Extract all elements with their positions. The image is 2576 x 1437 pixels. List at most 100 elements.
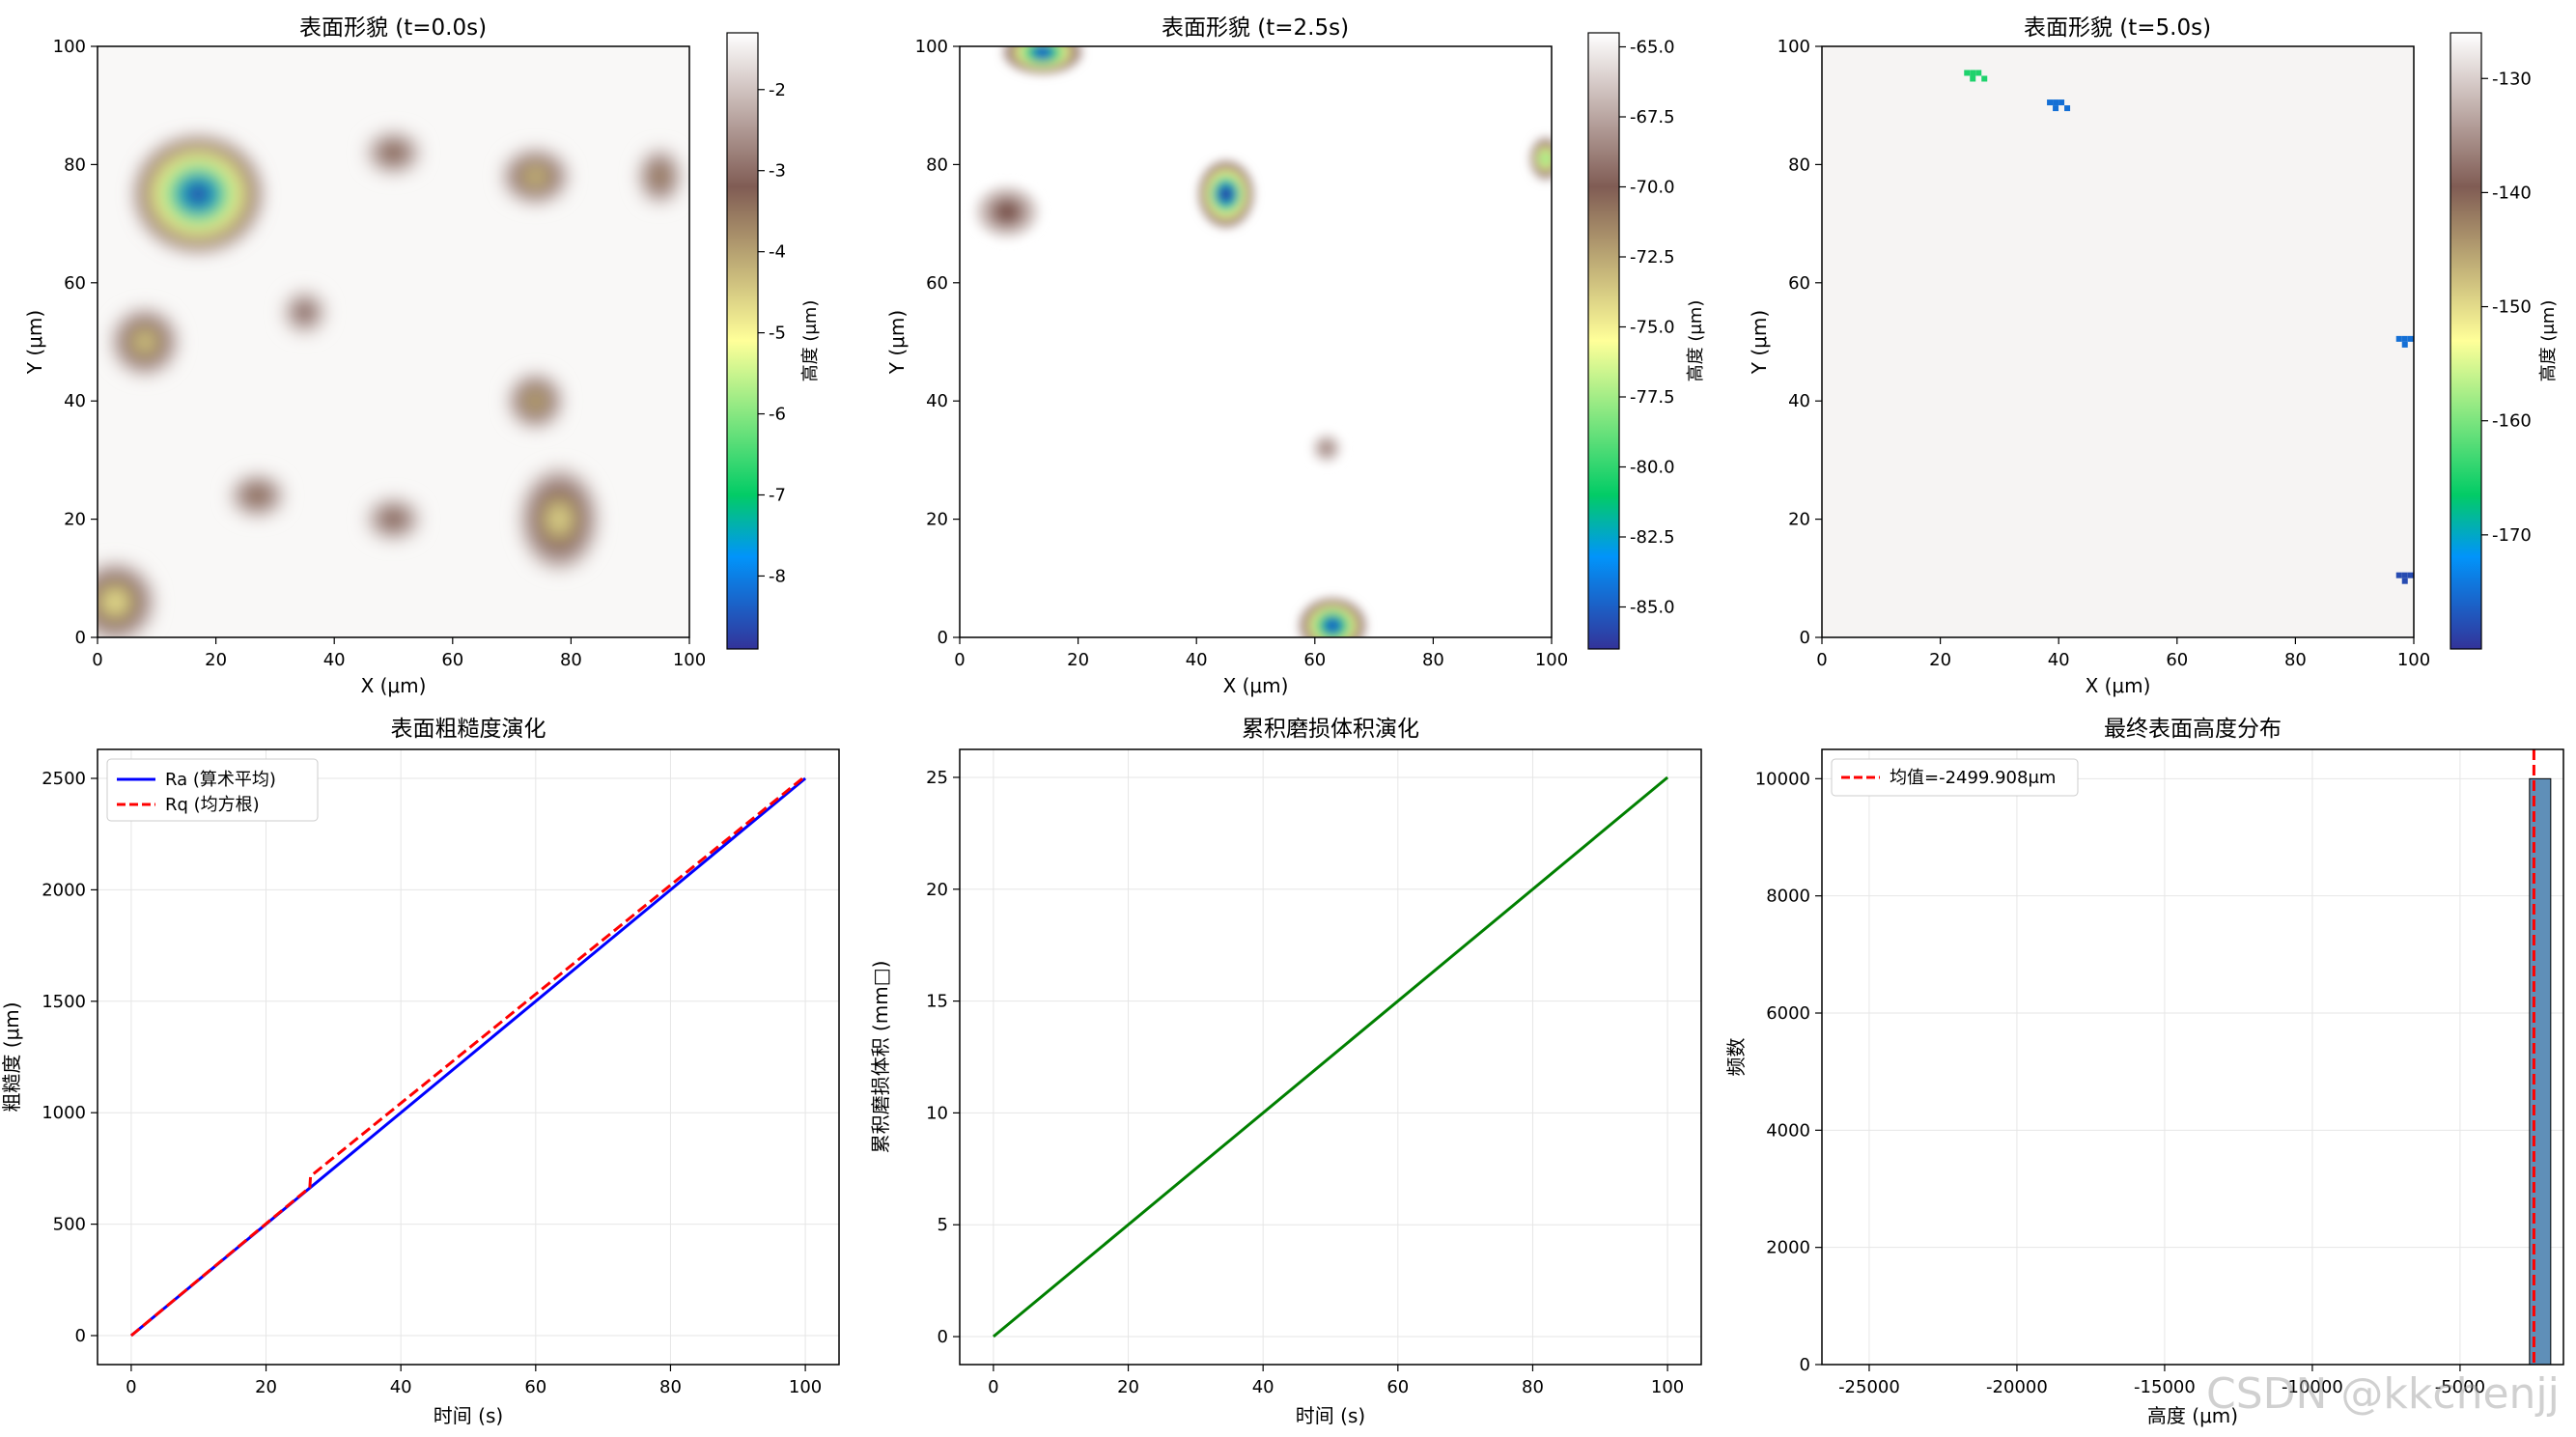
colorbar-gradient <box>2450 33 2481 649</box>
y-tick-label: 80 <box>926 155 948 175</box>
x-axis-label: X (μm) <box>1223 674 1289 697</box>
x-tick-label: 0 <box>92 650 102 670</box>
heatmap-feature-4 <box>519 467 599 571</box>
x-tick-label: 60 <box>1386 1377 1409 1397</box>
heatmap-feature-7 <box>365 130 422 175</box>
y-tick-label: 100 <box>53 37 86 57</box>
x-tick-label: 80 <box>560 650 582 670</box>
colorbar-frame <box>726 32 759 650</box>
colorbar: -130 -140 -150 -160 -170 高度 (μm) <box>2450 32 2559 650</box>
colorbar-frame <box>1587 32 1620 650</box>
heatmap-feature-6 <box>508 373 564 429</box>
x-tick-label: 100 <box>789 1377 822 1397</box>
colorbar: -2 -3 -4 -5 -6 -7 -8 高度 (μm) <box>726 32 821 650</box>
y-tick-label: 40 <box>1788 391 1810 411</box>
heatmap-panel-2: 0 20 40 60 80 100 0 20 40 60 80 100 表面形貌 (t=2.5s) X (… <box>885 15 1706 697</box>
series-line-2 <box>129 775 807 1338</box>
y-tick-label: 100 <box>1778 37 1810 57</box>
heatmap-feature-9 <box>365 497 422 541</box>
colorbar-tick-label: -80.0 <box>1630 458 1675 478</box>
heatmap-feature-pixel <box>2047 99 2054 106</box>
x-tick-label: 100 <box>1535 650 1568 670</box>
heatmap-image-3 <box>1822 46 2414 637</box>
colorbar-tick-label: -8 <box>769 566 786 586</box>
x-tick-label: 40 <box>2048 650 2070 670</box>
heatmap-background <box>1822 46 2414 637</box>
x-tick-label: 0 <box>954 650 965 670</box>
y-tick-label: 8000 <box>1766 887 1810 907</box>
heatmap-frame <box>1821 45 2415 638</box>
heatmap-image-2 <box>960 46 1552 637</box>
heatmap-feature-4 <box>1529 136 1552 181</box>
x-tick-label: 20 <box>1929 650 1951 670</box>
colorbar-tick-label: -6 <box>769 405 786 425</box>
x-tick-label: 60 <box>1303 650 1326 670</box>
y-tick-label: 80 <box>64 155 86 175</box>
y-tick-label: 0 <box>938 1327 948 1347</box>
legend-box <box>106 758 319 822</box>
x-axis-label: X (μm) <box>361 674 427 697</box>
colorbar-tick-label: -72.5 <box>1630 247 1675 268</box>
x-tick-label: 0 <box>1816 650 1827 670</box>
x-tick-label: -15000 <box>2134 1377 2196 1397</box>
colorbar-label: 高度 (μm) <box>2538 300 2559 382</box>
x-tick-label: 100 <box>673 650 706 670</box>
y-axis-label: Y (μm) <box>885 310 909 375</box>
x-tick-label: 20 <box>1117 1377 1139 1397</box>
x-tick-label: -25000 <box>1838 1377 1900 1397</box>
panel-title: 累积磨损体积演化 <box>1242 717 1419 742</box>
colorbar-tick-label: -70.0 <box>1630 178 1675 198</box>
colorbar-tick-label: -5 <box>769 324 786 344</box>
heatmap-frame <box>959 45 1553 638</box>
histogram-panel: -25000 -20000 -15000 -10000 -5000 0 2000 4000 60… <box>1724 717 2564 1427</box>
colorbar-label: 高度 (μm) <box>1686 300 1706 382</box>
x-tick-label: 80 <box>2284 650 2307 670</box>
x-tick-label: 80 <box>1522 1377 1544 1397</box>
heatmap-image-1 <box>98 46 689 637</box>
panel-title: 表面粗糙度演化 <box>391 717 546 742</box>
heatmap-feature-5 <box>973 183 1041 240</box>
y-tick-label: 1000 <box>42 1103 86 1123</box>
y-tick-label: 0 <box>1800 628 1810 648</box>
x-axis-label: 高度 (μm) <box>2147 1404 2238 1427</box>
colorbar-tick-label: -2 <box>769 80 786 100</box>
x-tick-label: 20 <box>205 650 227 670</box>
legend-label: 均值=-2499.908μm <box>1890 768 2056 788</box>
y-tick-label: 15 <box>926 992 948 1012</box>
y-tick-label: 2500 <box>42 769 86 789</box>
y-axis-label: Y (μm) <box>23 310 46 375</box>
legend-label: Rq (均方根) <box>165 795 260 815</box>
x-tick-label: -10000 <box>2282 1377 2343 1397</box>
colorbar-tick-label: -65.0 <box>1630 38 1675 58</box>
heatmap-feature-pixel <box>2395 572 2402 578</box>
y-tick-label: 0 <box>1800 1355 1810 1375</box>
y-tick-label: 4000 <box>1766 1120 1810 1141</box>
heatmap-feature-pixel <box>2053 105 2059 112</box>
heatmap-feature-pixel <box>2064 105 2071 112</box>
heatmap-feature-pixel <box>1970 70 1976 76</box>
colorbar-tick-label: -77.5 <box>1630 387 1675 408</box>
x-tick-label: 0 <box>988 1377 998 1397</box>
x-tick-label: 60 <box>2166 650 2188 670</box>
heatmap-feature-6 <box>1310 432 1343 465</box>
colorbar-tick-label: -7 <box>769 486 786 506</box>
colorbar-tick-label: -130 <box>2492 69 2532 89</box>
line-panel-3: 0 20 40 60 80 10005001000150020002500表面粗糙度演化时… <box>0 717 840 1427</box>
panel-title: 表面形貌 (t=0.0s) <box>299 15 487 41</box>
colorbar-tick-label: -140 <box>2492 183 2532 203</box>
x-tick-label: 100 <box>2397 650 2430 670</box>
heatmap-frame <box>97 45 690 638</box>
heatmap-feature-pixel <box>2401 572 2408 578</box>
legend: 均值=-2499.908μm <box>1831 758 2079 797</box>
y-tick-label: 20 <box>64 510 86 530</box>
heatmap-feature-2 <box>1299 598 1366 637</box>
y-tick-label: 6000 <box>1766 1003 1810 1024</box>
heatmap-feature-5 <box>501 149 570 205</box>
y-tick-label: 10000 <box>1755 769 1810 789</box>
panel-title: 表面形貌 (t=5.0s) <box>2024 15 2211 41</box>
axes-frame <box>1821 748 2564 1366</box>
y-tick-label: 0 <box>938 628 948 648</box>
series-line-1 <box>992 775 1669 1338</box>
heatmap-background <box>960 46 1552 637</box>
